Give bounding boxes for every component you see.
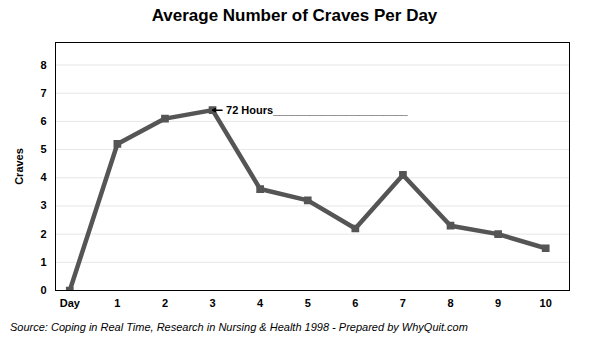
svg-text:5: 5 [305, 297, 311, 309]
svg-text:72 Hours______________________: 72 Hours______________________ [226, 104, 409, 116]
svg-text:3: 3 [40, 199, 46, 211]
svg-text:Craves: Craves [13, 148, 25, 185]
svg-text:Day: Day [60, 297, 81, 309]
html-text:Source: Coping in Real Time, R: Source: Coping in Real Time, Research in… [10, 321, 468, 333]
svg-text:2: 2 [40, 228, 46, 240]
svg-text:10: 10 [540, 297, 552, 309]
svg-text:1: 1 [40, 256, 46, 268]
svg-text:1: 1 [114, 297, 120, 309]
svg-text:3: 3 [209, 297, 215, 309]
svg-text:8: 8 [40, 59, 46, 71]
svg-text:7: 7 [40, 87, 46, 99]
svg-text:0: 0 [40, 284, 46, 296]
svg-text:2: 2 [162, 297, 168, 309]
svg-text:6: 6 [352, 297, 358, 309]
svg-text:6: 6 [40, 115, 46, 127]
svg-text:8: 8 [447, 297, 453, 309]
html-text:Average Number of Craves Per D: Average Number of Craves Per Day [151, 6, 438, 25]
svg-text:4: 4 [40, 171, 47, 183]
svg-text:4: 4 [257, 297, 264, 309]
svg-text:5: 5 [40, 143, 46, 155]
svg-text:9: 9 [495, 297, 501, 309]
svg-text:7: 7 [400, 297, 406, 309]
